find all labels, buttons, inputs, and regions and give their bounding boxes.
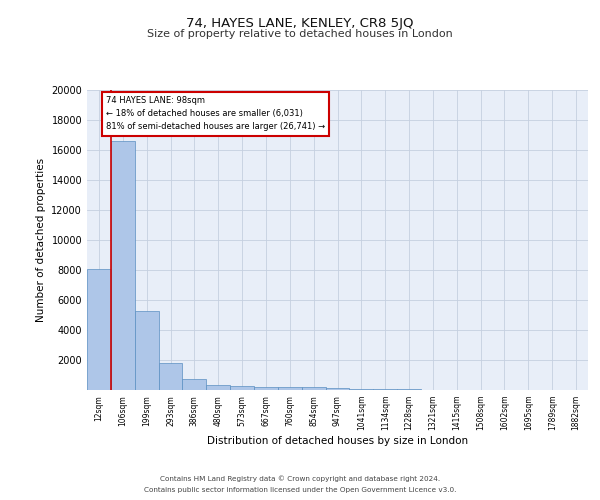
Bar — [158, 363, 182, 390]
Bar — [302, 388, 326, 390]
Bar — [373, 389, 397, 390]
Bar — [278, 387, 302, 390]
Bar — [206, 385, 230, 390]
X-axis label: Distribution of detached houses by size in London: Distribution of detached houses by size … — [207, 436, 468, 446]
Bar — [182, 379, 206, 390]
Bar — [230, 386, 254, 390]
Bar — [111, 141, 135, 390]
Text: 74 HAYES LANE: 98sqm
← 18% of detached houses are smaller (6,031)
81% of semi-de: 74 HAYES LANE: 98sqm ← 18% of detached h… — [106, 96, 325, 132]
Bar — [87, 268, 111, 390]
Text: Contains public sector information licensed under the Open Government Licence v3: Contains public sector information licen… — [144, 487, 456, 493]
Text: Contains HM Land Registry data © Crown copyright and database right 2024.: Contains HM Land Registry data © Crown c… — [160, 475, 440, 482]
Bar — [135, 310, 158, 390]
Bar — [326, 388, 349, 390]
Text: 74, HAYES LANE, KENLEY, CR8 5JQ: 74, HAYES LANE, KENLEY, CR8 5JQ — [186, 18, 414, 30]
Bar — [349, 389, 373, 390]
Text: Size of property relative to detached houses in London: Size of property relative to detached ho… — [147, 29, 453, 39]
Y-axis label: Number of detached properties: Number of detached properties — [36, 158, 46, 322]
Bar — [254, 386, 278, 390]
